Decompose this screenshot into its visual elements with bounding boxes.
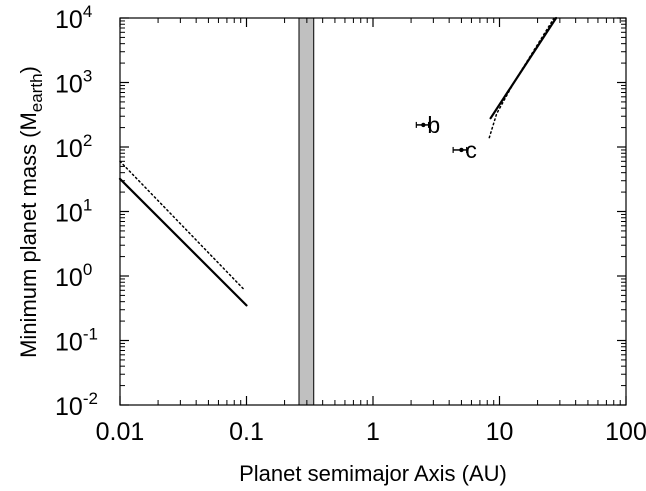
series-line-4-dotted xyxy=(488,17,555,139)
planet-b: b xyxy=(415,112,440,138)
plot-layer: bc xyxy=(118,16,558,406)
y-axis-label-main: Minimum planet mass (M xyxy=(16,112,41,358)
y-axis-label: Minimum planet mass (Mearth) xyxy=(16,66,46,358)
excluded-band xyxy=(298,17,315,406)
y-tick-base: 10 xyxy=(55,264,83,292)
y-tick-label-1e-1: 10-1 xyxy=(55,325,98,357)
y-axis-label-close: ) xyxy=(16,66,41,73)
y-tick-label-1e1: 101 xyxy=(55,196,92,228)
planet-b-point xyxy=(421,122,426,128)
x-tick-label-10: 10 xyxy=(486,418,514,446)
series-line-1-solid xyxy=(118,177,248,307)
y-tick-base: 10 xyxy=(55,6,83,34)
y-tick-base: 10 xyxy=(55,135,83,163)
y-tick-base: 10 xyxy=(55,329,83,357)
y-tick-base: 10 xyxy=(55,393,83,421)
y-tick-label-1e0: 100 xyxy=(55,260,92,292)
planet-c: c xyxy=(452,137,477,163)
x-tick-label-0.01: 0.01 xyxy=(96,418,145,446)
y-tick-exponent: 4 xyxy=(83,2,92,21)
x-axis-label: Planet semimajor Axis (AU) xyxy=(239,461,507,486)
y-tick-label-1e-2: 10-2 xyxy=(55,389,98,421)
y-tick-label-1e3: 103 xyxy=(55,67,92,99)
planet-c-point xyxy=(459,147,464,153)
x-tick-label-100: 100 xyxy=(605,418,646,446)
planet-b-label: b xyxy=(427,112,440,138)
series-line-2-dotted xyxy=(119,160,246,292)
y-tick-label-1e2: 102 xyxy=(55,131,92,163)
y-axis-label-sub: earth xyxy=(27,73,46,112)
y-tick-base: 10 xyxy=(55,71,83,99)
x-tick-label-0.1: 0.1 xyxy=(229,418,264,446)
planet-c-label: c xyxy=(465,137,477,163)
y-tick-exponent: 3 xyxy=(83,67,92,86)
y-tick-exponent: -1 xyxy=(83,325,98,344)
y-tick-exponent: 2 xyxy=(83,131,92,150)
y-tick-exponent: -2 xyxy=(83,389,98,408)
y-tick-exponent: 0 xyxy=(83,260,92,279)
y-tick-exponent: 1 xyxy=(83,196,92,215)
y-tick-label-1e4: 104 xyxy=(55,2,92,34)
y-tick-base: 10 xyxy=(55,200,83,228)
x-tick-label-1: 1 xyxy=(366,418,380,446)
